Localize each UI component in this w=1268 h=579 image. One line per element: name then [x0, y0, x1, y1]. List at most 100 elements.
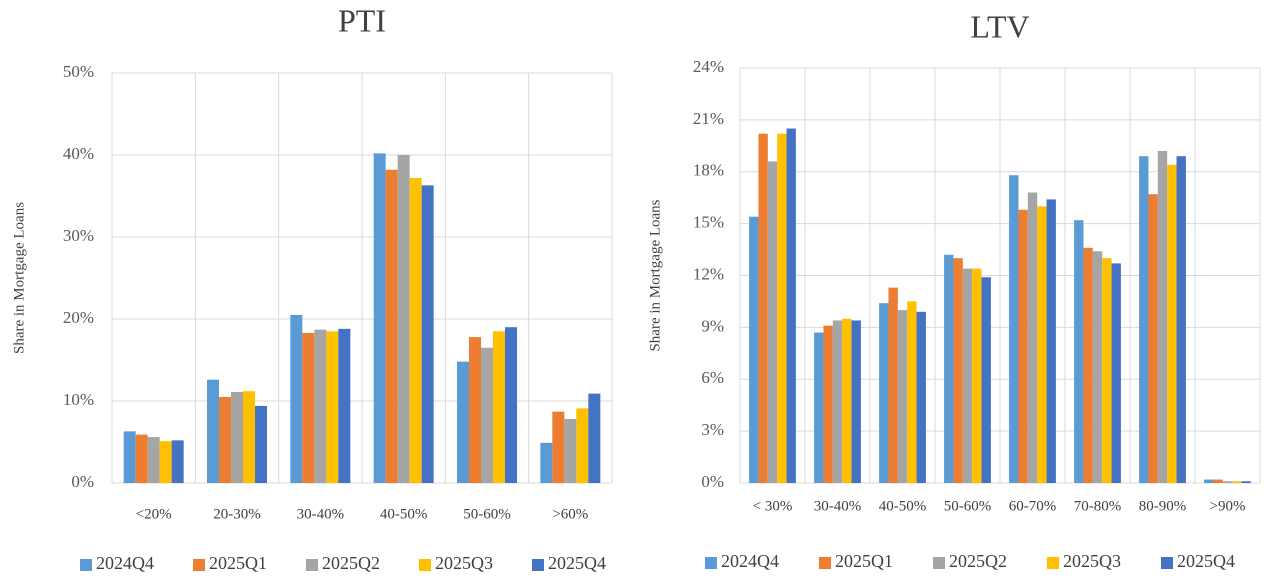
- legend-label: 2024Q4: [96, 553, 154, 573]
- legend-label: 2025Q2: [949, 551, 1007, 571]
- bar: [576, 408, 589, 483]
- x-tick-label: <20%: [136, 506, 172, 522]
- bar: [758, 133, 768, 484]
- bar: [1018, 209, 1028, 483]
- bar: [832, 320, 843, 483]
- x-tick-label: >90%: [1210, 498, 1246, 514]
- x-tick-label: 30-40%: [297, 506, 345, 522]
- bar: [842, 318, 852, 483]
- y-tick-label: 20%: [63, 308, 94, 327]
- bar: [314, 329, 327, 483]
- bar: [135, 434, 148, 483]
- bar: [373, 153, 386, 484]
- y-tick-label: 50%: [63, 62, 94, 81]
- bar: [171, 440, 184, 483]
- x-tick-label: 60-70%: [1009, 498, 1057, 514]
- bar: [1241, 481, 1251, 483]
- bar: [1046, 199, 1056, 483]
- bar: [481, 347, 493, 483]
- y-tick-label: 0%: [701, 472, 724, 491]
- bar: [1111, 263, 1121, 483]
- y-tick-label: 18%: [693, 161, 724, 180]
- x-tick-label: 40-50%: [380, 506, 428, 522]
- chart-title: LTV: [970, 8, 1029, 44]
- bar: [1148, 194, 1158, 483]
- y-axis-label: Share in Mortgage Loans: [647, 199, 663, 351]
- bar: [326, 331, 339, 483]
- bar: [851, 320, 861, 483]
- legend-label: 2024Q4: [721, 551, 779, 571]
- bar: [1074, 220, 1084, 483]
- x-tick-label: 30-40%: [814, 498, 862, 514]
- legend-swatch: [193, 559, 205, 571]
- x-tick-label: 50-60%: [463, 506, 511, 522]
- y-tick-label: 9%: [701, 316, 724, 335]
- legend-swatch: [80, 559, 92, 571]
- bar: [231, 391, 243, 483]
- bar: [1176, 156, 1186, 483]
- y-tick-label: 24%: [693, 57, 724, 76]
- bar: [823, 325, 833, 483]
- x-tick-label: 50-60%: [944, 498, 992, 514]
- x-tick-label: >60%: [552, 506, 588, 522]
- legend-swatch: [933, 557, 945, 569]
- y-tick-label: 3%: [701, 420, 724, 439]
- bar: [397, 155, 410, 483]
- bar: [338, 328, 351, 483]
- y-tick-label: 10%: [63, 390, 94, 409]
- x-tick-label: 80-90%: [1139, 498, 1187, 514]
- bar: [255, 405, 267, 483]
- bar: [469, 337, 481, 483]
- bar: [1139, 156, 1149, 483]
- legend-label: 2025Q4: [1177, 551, 1235, 571]
- bar: [962, 268, 973, 483]
- y-tick-label: 6%: [701, 368, 724, 387]
- bar: [1102, 258, 1112, 483]
- bar: [540, 442, 553, 483]
- y-tick-label: 21%: [693, 109, 724, 128]
- y-tick-label: 30%: [63, 226, 94, 245]
- legend-swatch: [1047, 557, 1059, 569]
- bar: [777, 133, 787, 484]
- bar: [814, 332, 824, 483]
- legend-swatch: [819, 557, 831, 569]
- bar: [1232, 481, 1242, 483]
- bar: [302, 332, 315, 483]
- bar: [981, 277, 991, 483]
- x-tick-label: 70-80%: [1074, 498, 1122, 514]
- bar: [897, 310, 908, 483]
- bar: [290, 314, 303, 483]
- x-tick-label: < 30%: [753, 498, 793, 514]
- bar: [1213, 479, 1223, 483]
- bar: [916, 311, 926, 483]
- legend-label: 2025Q2: [322, 553, 380, 573]
- bar: [564, 419, 577, 483]
- y-tick-label: 0%: [71, 472, 94, 491]
- bar: [1009, 175, 1019, 484]
- bar: [944, 254, 954, 483]
- bar: [1157, 151, 1168, 483]
- bar: [972, 268, 982, 483]
- legend-swatch: [419, 559, 431, 571]
- y-axis-label: Share in Mortgage Loans: [11, 202, 27, 354]
- bar: [159, 441, 172, 483]
- x-tick-label: 40-50%: [879, 498, 927, 514]
- legend-swatch: [532, 559, 544, 571]
- bar: [1222, 481, 1233, 483]
- bar: [552, 411, 565, 483]
- bar: [505, 327, 517, 483]
- bar: [457, 361, 469, 483]
- bar: [879, 303, 889, 483]
- legend-swatch: [1161, 557, 1173, 569]
- bar: [1083, 247, 1093, 483]
- bar: [219, 396, 231, 483]
- bar: [493, 331, 505, 483]
- bar: [421, 185, 434, 483]
- y-tick-label: 40%: [63, 144, 94, 163]
- bar: [1204, 479, 1214, 483]
- bar: [207, 379, 219, 483]
- legend-swatch: [306, 559, 318, 571]
- chart-title: PTI: [338, 2, 386, 38]
- bar: [1027, 192, 1038, 483]
- bar: [147, 437, 160, 483]
